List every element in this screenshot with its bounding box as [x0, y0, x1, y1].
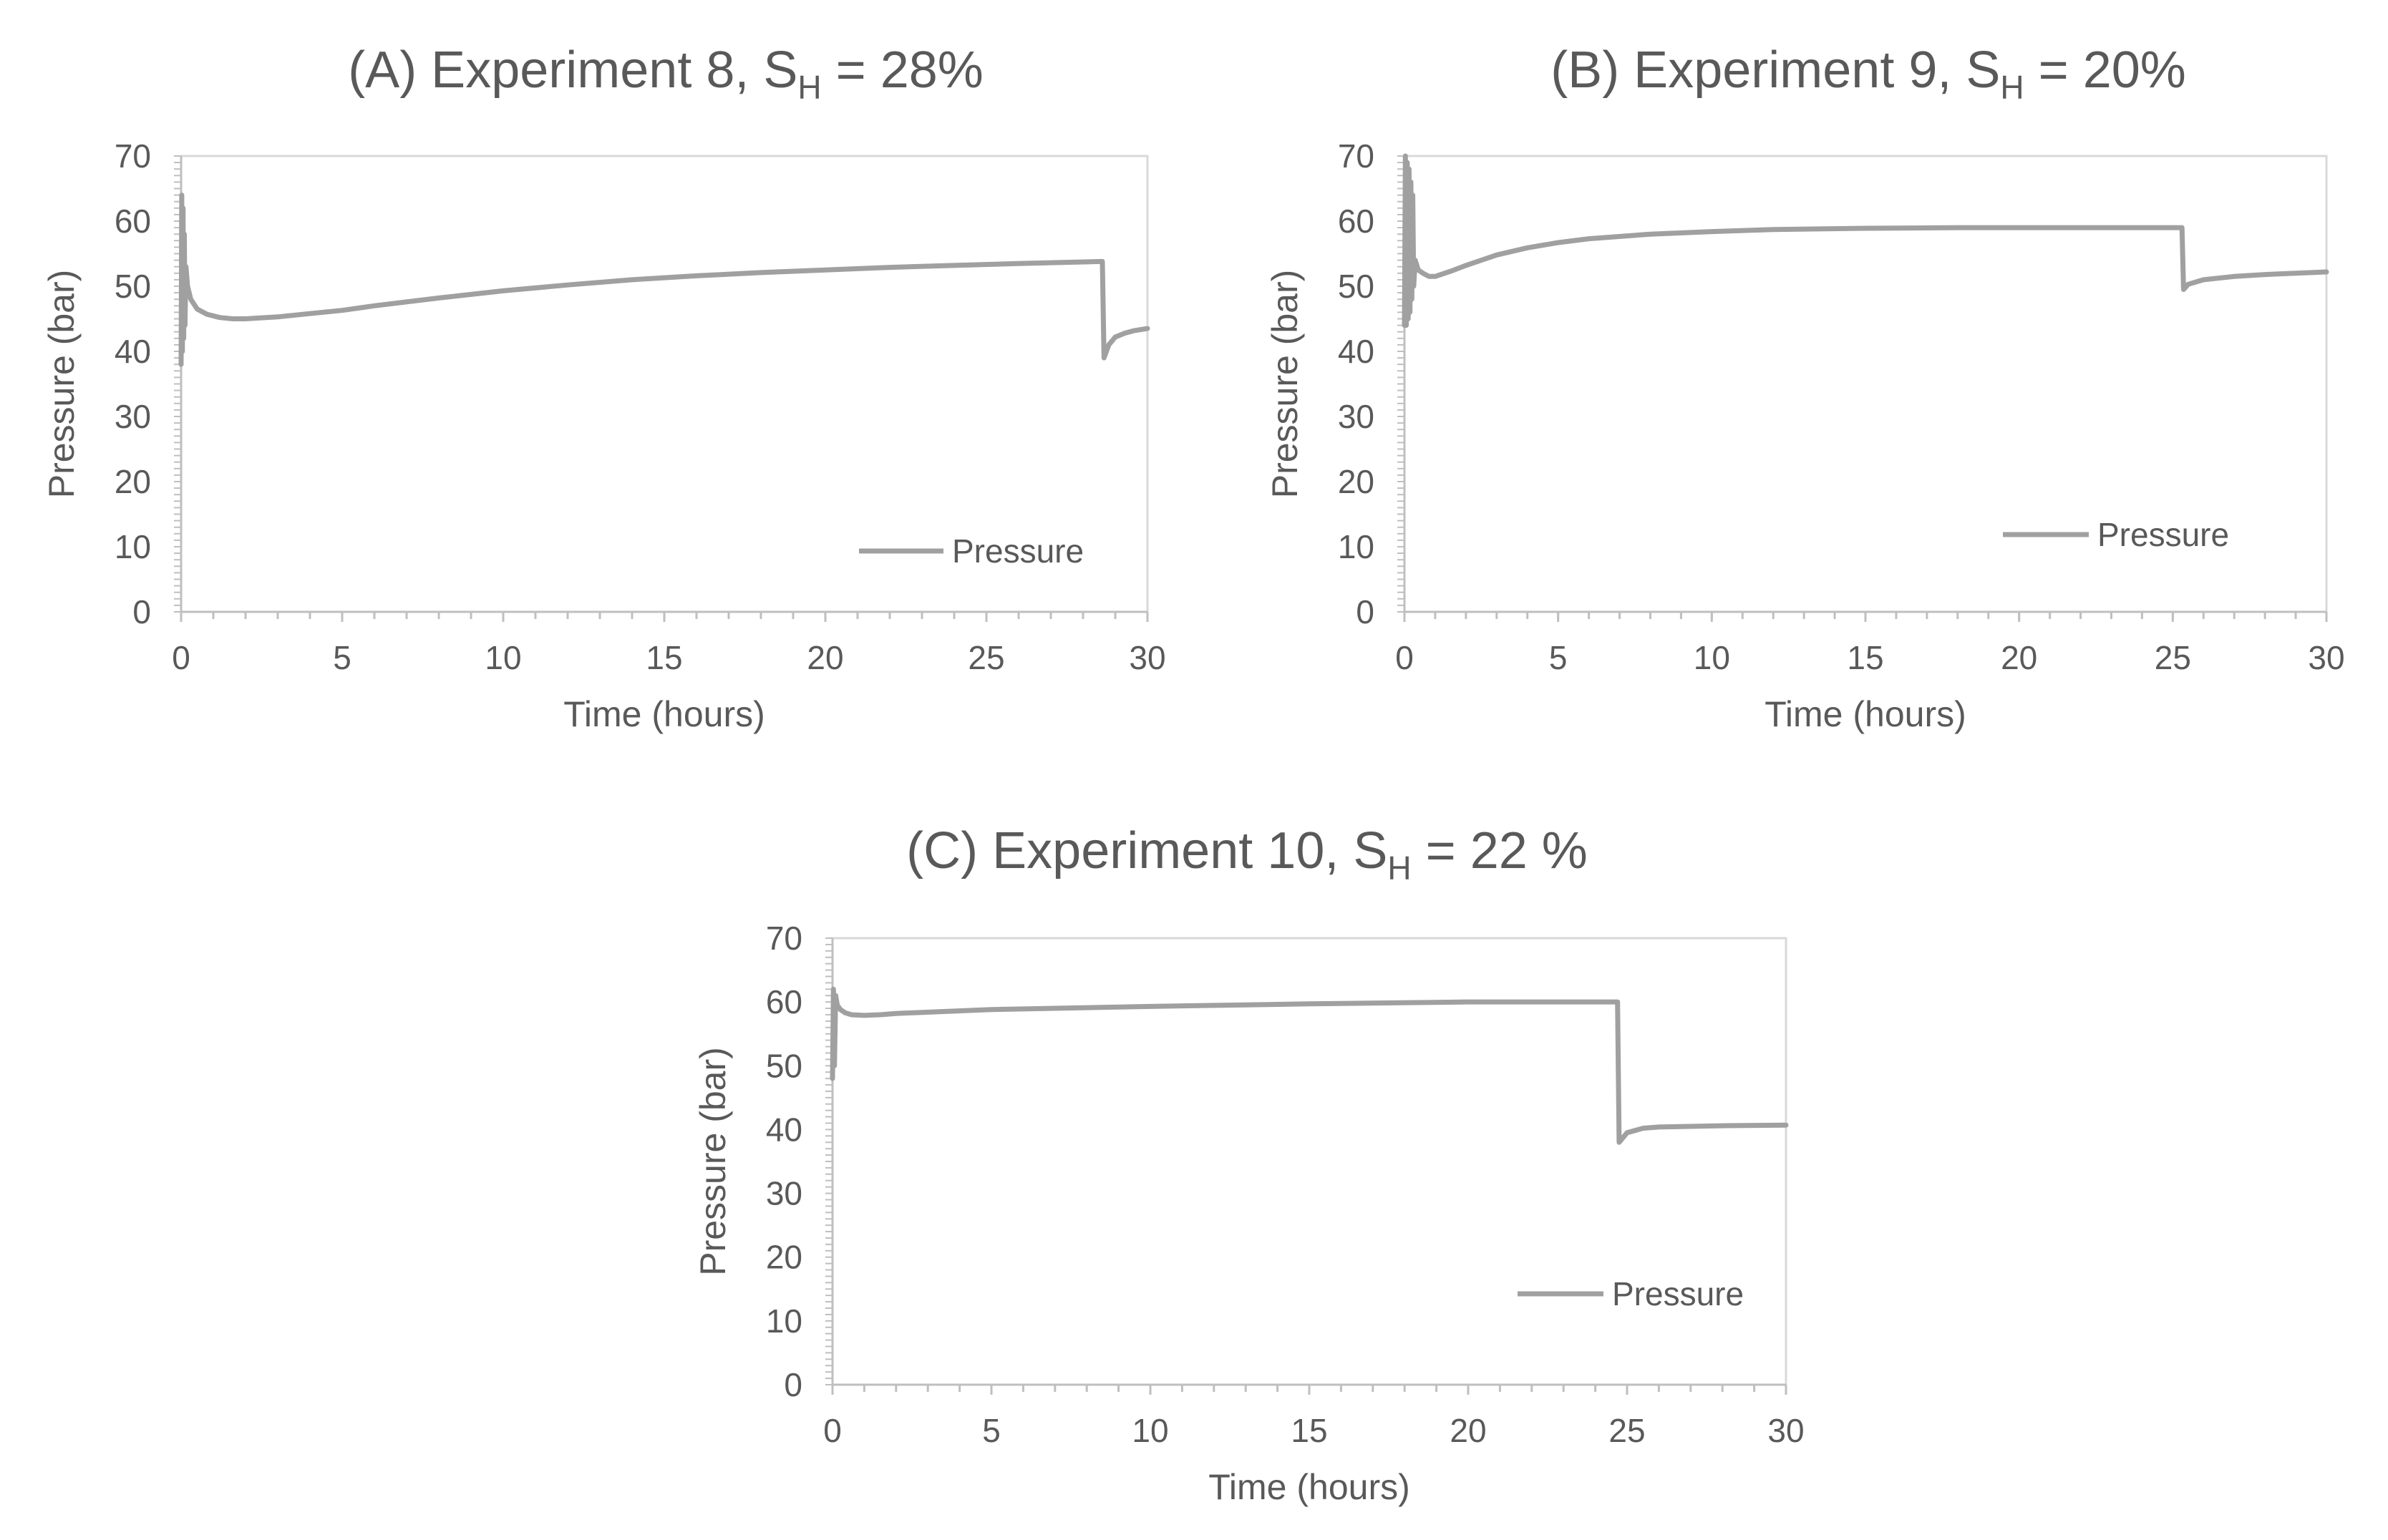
y-tick-label: 60 — [115, 203, 151, 240]
x-tick-label: 20 — [807, 639, 843, 676]
x-tick-label: 20 — [2001, 639, 2037, 676]
chart-title-prefix: (C) Experiment 10, S — [906, 822, 1387, 879]
chart-title: (C) Experiment 10, SH = 22 % — [906, 822, 1588, 887]
x-tick-label: 10 — [1694, 639, 1730, 676]
x-axis-title: Time (hours) — [1765, 694, 1966, 734]
x-tick-label: 30 — [2308, 639, 2344, 676]
y-axis-title: Pressure (bar) — [1265, 270, 1305, 499]
y-axis-title: Pressure (bar) — [693, 1047, 733, 1276]
x-tick-label: 30 — [1767, 1412, 1804, 1449]
series-line-pressure — [178, 192, 1150, 367]
chart-title-prefix: (A) Experiment 8, S — [348, 42, 797, 99]
y-tick-label: 10 — [115, 528, 151, 565]
y-tick-label: 60 — [766, 983, 802, 1020]
y-tick-label: 70 — [1338, 137, 1374, 175]
y-tick-label: 30 — [766, 1175, 802, 1212]
x-tick-label: 25 — [1608, 1412, 1645, 1449]
x-tick-label: 5 — [1549, 639, 1568, 676]
y-tick-label: 0 — [132, 593, 151, 630]
y-tick-label: 40 — [115, 333, 151, 370]
y-tick-label: 50 — [115, 268, 151, 305]
y-tick-label: 20 — [1338, 463, 1374, 500]
y-axis-title: Pressure (bar) — [42, 270, 82, 499]
y-tick-label: 20 — [766, 1239, 802, 1276]
chart-title-suffix: = 22 % — [1412, 822, 1588, 879]
legend: Pressure — [2003, 516, 2229, 553]
chart-title: (A) Experiment 8, SH = 28% — [348, 42, 984, 106]
x-tick-label: 30 — [1129, 639, 1165, 676]
chart-title-suffix: = 28% — [822, 42, 984, 99]
y-tick-label: 20 — [115, 463, 151, 500]
x-tick-label: 25 — [968, 639, 1004, 676]
y-tick-label: 40 — [1338, 333, 1374, 370]
chart-b: (B) Experiment 9, SH = 20% 0 5 10 15 20 25 30 0 1… — [1265, 42, 2345, 734]
y-tick-label: 0 — [784, 1366, 802, 1403]
chart-title-prefix: (B) Experiment 9, S — [1550, 42, 2000, 99]
x-tick-label: 10 — [1132, 1412, 1168, 1449]
x-tick-label: 15 — [1847, 639, 1883, 676]
x-tick-label: 0 — [823, 1412, 842, 1449]
x-tick-label: 5 — [982, 1412, 1001, 1449]
x-axis-title: Time (hours) — [563, 694, 765, 734]
series-line-pressure — [1402, 153, 2329, 328]
y-tick-label: 10 — [766, 1302, 802, 1340]
x-tick-label: 0 — [1395, 639, 1414, 676]
x-tick-label: 20 — [1450, 1412, 1486, 1449]
x-tick-label: 15 — [646, 639, 682, 676]
legend-label: Pressure — [1612, 1275, 1744, 1312]
legend: Pressure — [1518, 1275, 1744, 1312]
x-tick-label: 0 — [172, 639, 190, 676]
chart-title-suffix: = 20% — [2024, 42, 2186, 99]
y-tick-label: 0 — [1356, 593, 1374, 630]
y-tick-label: 70 — [766, 920, 802, 957]
y-tick-label: 30 — [115, 398, 151, 435]
y-tick-label: 40 — [766, 1111, 802, 1148]
series-line-pressure — [830, 986, 1789, 1145]
y-tick-label: 70 — [115, 137, 151, 175]
x-tick-label: 25 — [2155, 639, 2191, 676]
chart-title-subscript: H — [797, 69, 821, 106]
legend-label: Pressure — [2097, 516, 2229, 553]
x-tick-label: 15 — [1291, 1412, 1327, 1449]
y-tick-label: 60 — [1338, 203, 1374, 240]
legend: Pressure — [859, 532, 1084, 570]
chart-title-subscript: H — [1387, 849, 1411, 887]
chart-title-subscript: H — [2000, 69, 2024, 106]
x-tick-label: 10 — [485, 639, 521, 676]
chart-a: (A) Experiment 8, SH = 28% 0 5 10 15 20 25 30 0 1… — [42, 42, 1166, 734]
legend-label: Pressure — [952, 532, 1084, 570]
x-tick-label: 5 — [333, 639, 351, 676]
chart-c: (C) Experiment 10, SH = 22 % 0 5 10 15 20 25 30… — [693, 822, 1805, 1507]
y-tick-label: 50 — [766, 1047, 802, 1084]
y-tick-label: 50 — [1338, 268, 1374, 305]
chart-title: (B) Experiment 9, SH = 20% — [1550, 42, 2186, 106]
x-axis-title: Time (hours) — [1208, 1467, 1410, 1507]
y-tick-label: 10 — [1338, 528, 1374, 565]
y-tick-label: 30 — [1338, 398, 1374, 435]
